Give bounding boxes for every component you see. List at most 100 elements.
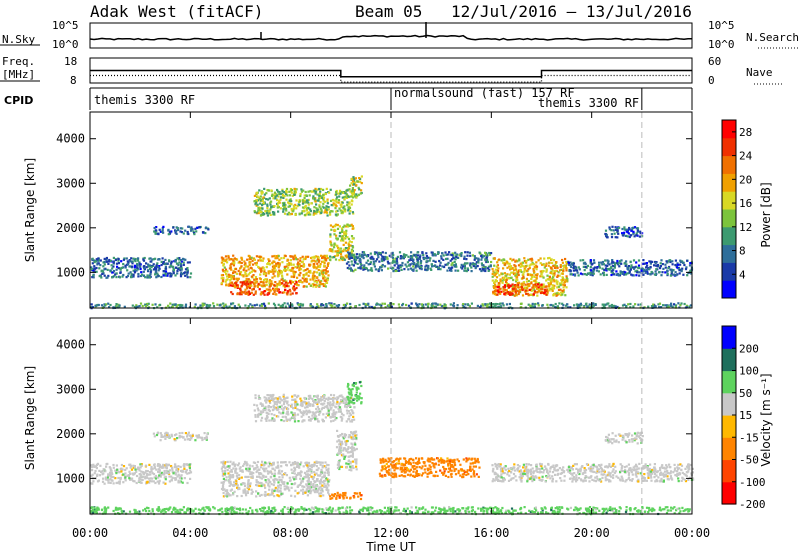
scatter-cell — [278, 201, 281, 204]
scatter-cell — [685, 306, 688, 309]
scatter-cell — [344, 192, 347, 195]
scatter-cell — [175, 230, 178, 233]
scatter-cell — [107, 262, 110, 265]
scatter-cell — [225, 283, 228, 286]
scatter-cell — [671, 263, 674, 266]
scatter-cell — [151, 303, 154, 306]
scatter-cell — [539, 275, 542, 278]
scatter-cell — [309, 304, 312, 307]
scatter-cell — [322, 277, 325, 280]
scatter-cell — [267, 472, 270, 475]
scatter-cell — [264, 491, 267, 494]
scatter-cell — [285, 189, 288, 192]
scatter-cell — [409, 306, 412, 309]
scatter-cell — [302, 477, 305, 480]
scatter-cell — [623, 262, 626, 265]
scatter-cell — [278, 271, 281, 274]
scatter-cell — [492, 285, 496, 288]
scatter-cell — [456, 304, 459, 307]
scatter-cell — [302, 263, 305, 266]
scatter-cell — [224, 268, 228, 271]
scatter-cell — [224, 303, 227, 306]
scatter-cell — [535, 274, 539, 277]
scatter-cell — [604, 232, 607, 236]
scatter-cell — [638, 271, 641, 274]
scatter-cell — [674, 304, 678, 307]
scatter-cell — [102, 261, 105, 264]
scatter-cell — [480, 262, 483, 265]
scatter-cell — [309, 208, 312, 211]
scatter-cell — [262, 266, 265, 270]
scatter-cell — [675, 264, 678, 267]
scatter-cell — [530, 276, 534, 279]
scatter-cell — [172, 265, 175, 269]
scatter-cell — [513, 272, 516, 275]
scatter-cell — [320, 269, 323, 272]
scatter-cell — [653, 264, 656, 267]
scatter-cell — [341, 229, 344, 232]
scatter-cell — [272, 479, 276, 482]
scatter-cell — [255, 495, 258, 498]
scatter-cell — [129, 464, 132, 468]
scatter-cell — [225, 278, 228, 282]
scatter-cell — [135, 304, 138, 307]
scatter-cell — [245, 494, 248, 497]
scatter-cell — [351, 246, 355, 249]
scatter-cell — [336, 401, 339, 404]
scatter-cell — [392, 253, 395, 257]
scatter-cell — [657, 303, 660, 306]
scatter-cell — [233, 262, 236, 265]
scatter-cell — [601, 303, 604, 306]
scatter-cell — [294, 256, 297, 259]
scatter-cell — [323, 264, 326, 267]
scatter-cell — [506, 273, 509, 276]
scatter-cell — [330, 204, 333, 207]
scatter-cell — [229, 281, 232, 284]
scatter-cell — [622, 272, 625, 275]
scatter-cell — [624, 273, 628, 276]
noise-panel-frame — [89, 22, 693, 49]
scatter-cell — [263, 284, 266, 287]
scatter-cell — [122, 263, 125, 266]
scatter-cell — [312, 272, 315, 275]
scatter-cell — [611, 272, 614, 275]
scatter-cell — [299, 268, 303, 271]
scatter-cell — [586, 305, 589, 308]
scatter-cell — [585, 273, 588, 276]
scatter-cell — [221, 465, 224, 469]
scatter-cell — [352, 264, 355, 267]
scatter-cell — [268, 210, 271, 213]
scatter-cell — [460, 263, 463, 266]
scatter-cell — [313, 480, 316, 483]
scatter-cell — [643, 262, 646, 265]
scatter-cell — [122, 481, 125, 484]
scatter-cell — [357, 193, 361, 196]
scatter-cell — [364, 303, 367, 306]
scatter-cell — [344, 241, 347, 244]
scatter-cell — [377, 269, 380, 273]
scatter-cell — [272, 302, 276, 305]
scatter-cell — [278, 282, 281, 285]
scatter-cell — [175, 232, 178, 235]
scatter-cell — [182, 261, 185, 264]
scatter-cell — [290, 200, 293, 203]
scatter-cell — [412, 268, 415, 271]
scatter-cell — [303, 471, 307, 474]
scatter-cell — [278, 272, 281, 275]
scatter-cell — [636, 234, 639, 237]
scatter-cell — [592, 267, 595, 270]
scatter-cell — [437, 266, 440, 269]
scatter-cell — [610, 236, 614, 239]
scatter-cell — [299, 194, 302, 198]
scatter-cell — [189, 477, 192, 480]
scatter-cell — [305, 483, 308, 486]
scatter-cell — [186, 472, 189, 475]
scatter-cell — [614, 262, 617, 265]
scatter-cell — [231, 463, 234, 466]
scatter-cell — [275, 415, 278, 418]
scatter-cell — [558, 274, 561, 277]
scatter-cell — [184, 306, 187, 309]
scatter-cell — [510, 292, 513, 295]
scatter-cell — [298, 466, 301, 469]
scatter-cell — [293, 187, 296, 190]
